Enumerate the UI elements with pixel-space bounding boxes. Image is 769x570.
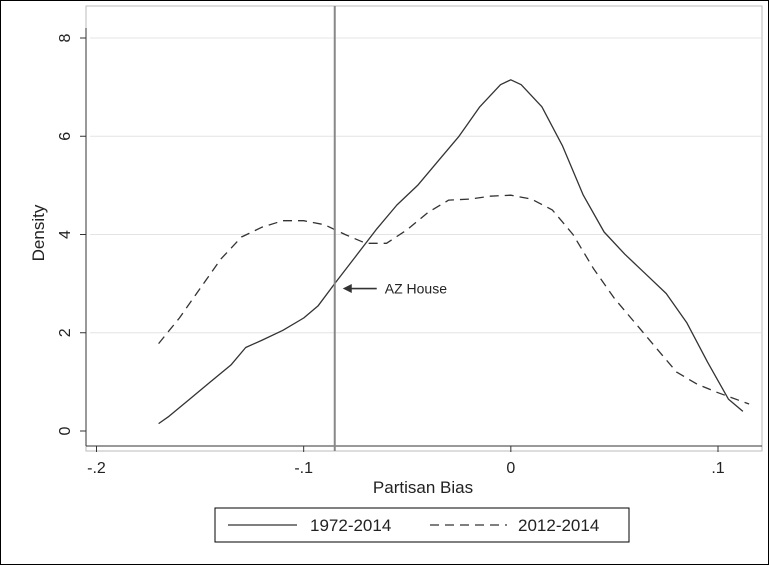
y-tick-label-4: 4 (57, 230, 74, 239)
annotation-arrow-head (342, 284, 352, 294)
series-group (158, 79, 750, 425)
x-axis-label: Partisan Bias (373, 478, 473, 497)
annotation-group: AZ House (342, 281, 447, 297)
legend: 1972-2014 2012-2014 (214, 507, 630, 543)
y-tick-label-6: 6 (57, 132, 74, 141)
series-line-2012-2014 (158, 194, 750, 405)
legend-label-1972-2014: 1972-2014 (310, 516, 391, 535)
axis-labels: Partisan Bias Density (29, 204, 473, 497)
y-tick-label-2: 2 (57, 328, 74, 337)
y-tick-label-0: 0 (57, 426, 74, 435)
grid-lines (90, 37, 761, 334)
legend-label-2012-2014: 2012-2014 (518, 516, 599, 535)
x-tick-label-.1: .1 (711, 460, 724, 477)
x-tick-label--.1: -.1 (294, 460, 313, 477)
x-tick-label-0: 0 (506, 460, 515, 477)
x-tick-label--.2: -.2 (87, 460, 106, 477)
axes: 0 2 4 6 8 -.2 -.1 0 .1 (57, 28, 762, 477)
series-line-1972-2014 (158, 79, 744, 425)
annotation-label: AZ House (385, 281, 447, 297)
y-tick-label-8: 8 (57, 33, 74, 42)
y-axis-label: Density (29, 204, 48, 261)
